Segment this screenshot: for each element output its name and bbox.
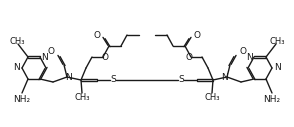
Text: N: N (13, 64, 20, 73)
Text: S: S (110, 75, 116, 84)
Text: O: O (186, 52, 193, 61)
Text: CH₃: CH₃ (204, 93, 220, 102)
Text: N: N (66, 73, 72, 82)
Text: CH₃: CH₃ (269, 36, 285, 45)
Text: O: O (101, 52, 108, 61)
Text: NH₂: NH₂ (263, 94, 280, 104)
Text: O: O (240, 47, 247, 57)
Text: N: N (274, 64, 281, 73)
Text: CH₃: CH₃ (9, 36, 25, 45)
Text: O: O (94, 31, 101, 41)
Text: O: O (193, 31, 200, 41)
Text: N: N (41, 52, 48, 61)
Text: O: O (47, 47, 54, 57)
Text: N: N (222, 73, 228, 82)
Text: S: S (178, 75, 184, 84)
Text: NH₂: NH₂ (14, 94, 31, 104)
Text: N: N (246, 52, 253, 61)
Text: CH₃: CH₃ (74, 93, 90, 102)
